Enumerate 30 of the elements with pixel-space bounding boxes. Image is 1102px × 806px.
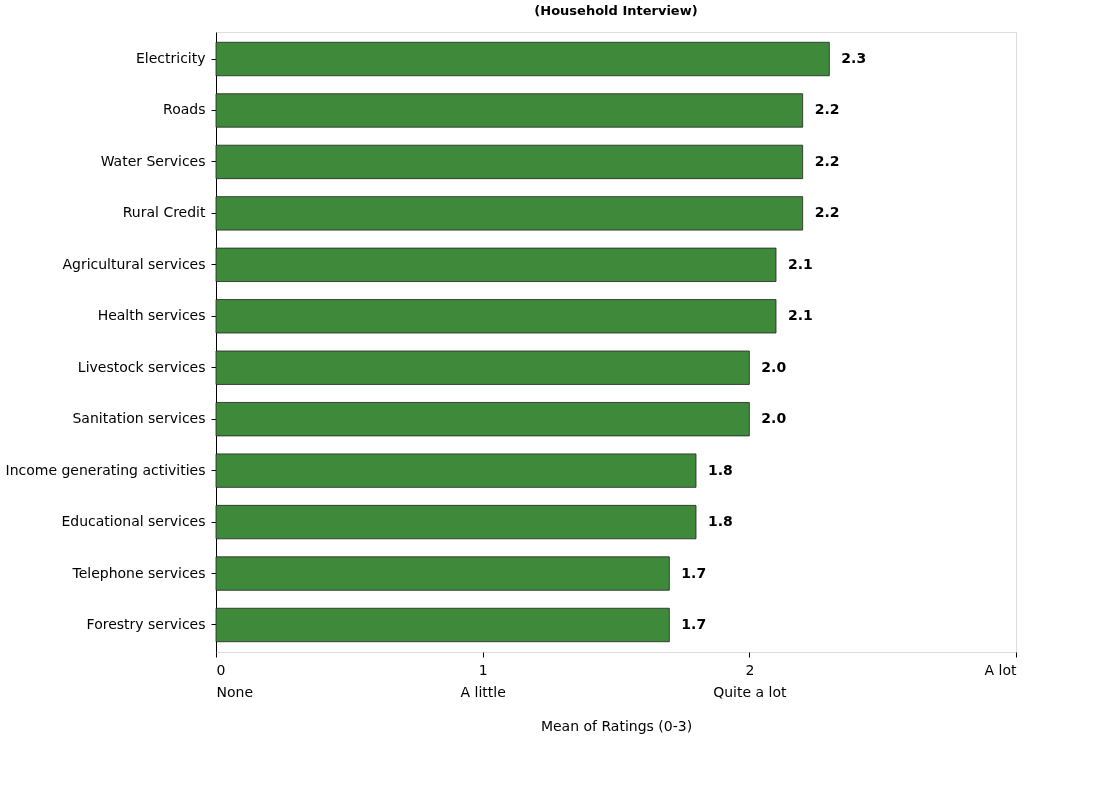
data-label: 1.7 xyxy=(681,615,707,632)
data-label: 2.1 xyxy=(788,255,813,272)
y-tick-label: Agricultural services xyxy=(62,255,206,272)
x-tick-label: A lot xyxy=(984,661,1017,678)
data-label: 1.8 xyxy=(708,461,733,478)
x-tick-label: 0 None xyxy=(216,661,254,700)
data-label: 2.1 xyxy=(788,307,813,324)
data-label: 2.2 xyxy=(814,101,840,118)
y-tick-label: Educational services xyxy=(61,513,206,530)
data-label: 2.3 xyxy=(841,50,867,67)
data-label: 2.0 xyxy=(761,410,787,427)
y-tick-label: Livestock services xyxy=(77,358,206,375)
y-tick-label: Roads xyxy=(163,101,206,118)
chart-title: (Household Interview) xyxy=(534,3,698,18)
data-label: 2.2 xyxy=(814,152,840,169)
x-tick-label: 2 Quite a lot xyxy=(713,661,787,700)
x-axis-title: Mean of Ratings (0-3) xyxy=(540,717,693,734)
y-tick-label: Rural Credit xyxy=(122,204,207,221)
y-tick-label: Sanitation services xyxy=(72,410,206,427)
y-tick-label: Income generating activities xyxy=(5,461,206,478)
y-tick-label: Forestry services xyxy=(86,615,206,632)
y-tick-label: Telephone services xyxy=(71,564,206,581)
y-tick-label: Electricity xyxy=(135,50,206,67)
data-label: 1.7 xyxy=(681,564,707,581)
data-label: 2.2 xyxy=(814,204,840,221)
x-tick-label: 1 A little xyxy=(460,661,506,700)
data-label: 1.8 xyxy=(708,513,733,530)
y-tick-label: Water Services xyxy=(100,152,206,169)
y-tick-label: Health services xyxy=(97,307,206,324)
data-label: 2.0 xyxy=(761,358,787,375)
